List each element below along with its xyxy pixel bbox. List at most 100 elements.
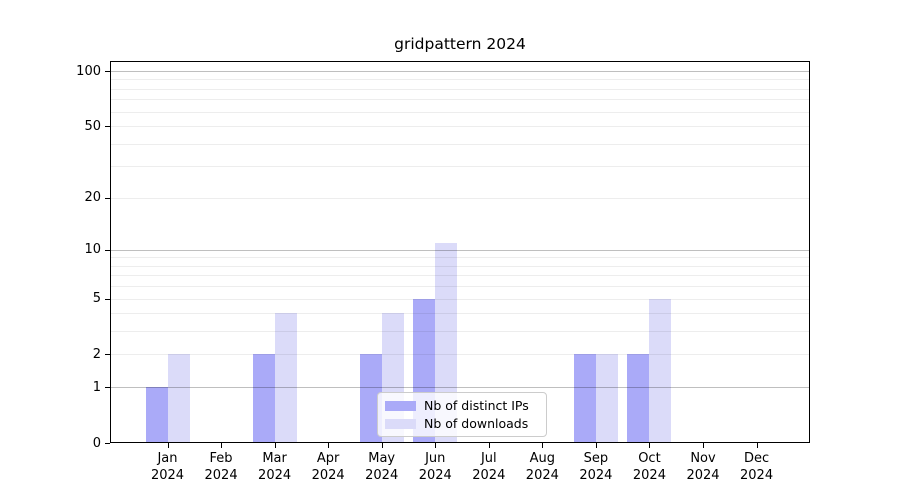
x-label-month: Jan: [157, 451, 178, 466]
grid-line-minor-5: [110, 298, 810, 300]
y-tick-label-50: 50: [84, 118, 101, 134]
x-label-month: Mar: [262, 451, 287, 466]
x-label-month: Sep: [583, 451, 609, 466]
x-label-month: Apr: [316, 451, 340, 466]
grid-line-minor-30: [110, 166, 810, 168]
x-label-year: 2024: [365, 468, 399, 483]
x-label-month: May: [368, 451, 396, 466]
x-tick-label-aug: Aug 2024: [510, 450, 574, 484]
x-tick-mark-oct: [649, 443, 651, 448]
plot-area: [110, 61, 810, 443]
x-tick-mark-mar: [274, 443, 276, 448]
x-label-year: 2024: [686, 468, 720, 483]
x-label-month: Dec: [743, 451, 770, 466]
x-tick-mark-sep: [595, 443, 597, 448]
x-label-year: 2024: [258, 468, 292, 483]
x-label-year: 2024: [632, 468, 666, 483]
x-label-month: Oct: [638, 451, 661, 466]
distinct-ips-swatch-icon: [385, 400, 416, 411]
y-tick-label-2: 2: [92, 346, 101, 362]
chart-title: gridpattern 2024: [394, 35, 526, 53]
grid-line-minor-20: [110, 197, 810, 199]
downloads-swatch-icon: [385, 418, 416, 429]
y-tick-mark-50: [105, 126, 110, 128]
x-tick-mark-jan: [167, 443, 169, 448]
y-tick-label-1: 1: [92, 379, 101, 395]
bar-downloads-mar: [274, 313, 297, 443]
x-tick-mark-jun: [435, 443, 437, 448]
y-tick-label-10: 10: [84, 242, 101, 258]
y-tick-label-20: 20: [84, 190, 101, 206]
grid-line-minor-70: [110, 99, 810, 101]
grid-line-minor-40: [110, 143, 810, 145]
x-tick-label-sep: Sep 2024: [564, 450, 628, 484]
x-tick-mark-aug: [542, 443, 544, 448]
y-tick-mark-1: [105, 387, 110, 389]
legend-label-downloads: Nb of downloads: [424, 416, 529, 431]
x-tick-label-oct: Oct 2024: [617, 450, 681, 484]
legend-item-downloads: Nb of downloads: [385, 416, 539, 431]
y-tick-mark-20: [105, 197, 110, 199]
x-tick-label-dec: Dec 2024: [725, 450, 789, 484]
legend-item-distinct-ips: Nb of distinct IPs: [385, 398, 539, 413]
grid-line-major-100: [110, 71, 810, 72]
x-tick-mark-jul: [488, 443, 490, 448]
x-tick-label-apr: Apr 2024: [296, 450, 360, 484]
bar-downloads-oct: [649, 298, 672, 443]
grid-line-minor-9: [110, 257, 810, 259]
x-label-month: Jun: [425, 451, 446, 466]
x-label-year: 2024: [418, 468, 452, 483]
grid-line-minor-80: [110, 88, 810, 90]
x-label-month: Nov: [690, 451, 716, 466]
bar-ips-jan: [145, 387, 168, 443]
grid-line-minor-3: [110, 331, 810, 333]
grid-line-minor-4: [110, 313, 810, 315]
x-tick-label-nov: Nov 2024: [671, 450, 735, 484]
x-label-year: 2024: [311, 468, 345, 483]
x-label-year: 2024: [472, 468, 506, 483]
y-tick-mark-2: [105, 354, 110, 356]
x-tick-label-jun: Jun 2024: [403, 450, 467, 484]
y-tick-mark-100: [105, 71, 110, 72]
grid-line-minor-60: [110, 111, 810, 113]
x-tick-label-jul: Jul 2024: [457, 450, 521, 484]
bar-ips-mar: [252, 354, 275, 443]
x-label-year: 2024: [579, 468, 613, 483]
y-tick-label-0: 0: [92, 435, 101, 451]
y-tick-mark-10: [105, 249, 110, 251]
x-tick-mark-apr: [328, 443, 330, 448]
bar-downloads-jan: [167, 354, 190, 443]
legend: Nb of distinct IPs Nb of downloads: [377, 392, 547, 437]
x-tick-mark-nov: [703, 443, 704, 448]
x-label-year: 2024: [525, 468, 559, 483]
x-tick-label-feb: Feb 2024: [189, 450, 253, 484]
x-tick-label-jan: Jan 2024: [136, 450, 200, 484]
x-label-month: Feb: [209, 451, 233, 466]
y-tick-label-100: 100: [76, 63, 101, 79]
legend-label-distinct-ips: Nb of distinct IPs: [424, 398, 529, 413]
grid-line-minor-90: [110, 79, 810, 81]
y-tick-mark-5: [105, 298, 110, 300]
x-label-year: 2024: [150, 468, 185, 483]
x-tick-mark-may: [381, 443, 383, 448]
grid-line-minor-7: [110, 275, 810, 277]
x-label-year: 2024: [204, 468, 238, 483]
grid-line-major-1: [110, 387, 810, 389]
x-label-month: Aug: [529, 451, 556, 466]
x-tick-label-may: May 2024: [350, 450, 414, 484]
bar-ips-oct: [627, 354, 650, 443]
grid-line-major-10: [110, 249, 810, 251]
x-tick-mark-dec: [756, 443, 758, 448]
bar-downloads-sep: [595, 354, 618, 443]
grid-line-minor-2: [110, 354, 810, 356]
x-label-month: Jul: [480, 451, 497, 466]
y-tick-mark-0: [105, 443, 110, 444]
grid-line-minor-8: [110, 265, 810, 267]
x-tick-mark-feb: [221, 443, 223, 448]
x-label-year: 2024: [740, 468, 774, 483]
x-tick-label-mar: Mar 2024: [243, 450, 307, 484]
bar-ips-may: [359, 354, 382, 443]
grid-line-minor-50: [110, 126, 810, 128]
grid-line-minor-6: [110, 286, 810, 288]
